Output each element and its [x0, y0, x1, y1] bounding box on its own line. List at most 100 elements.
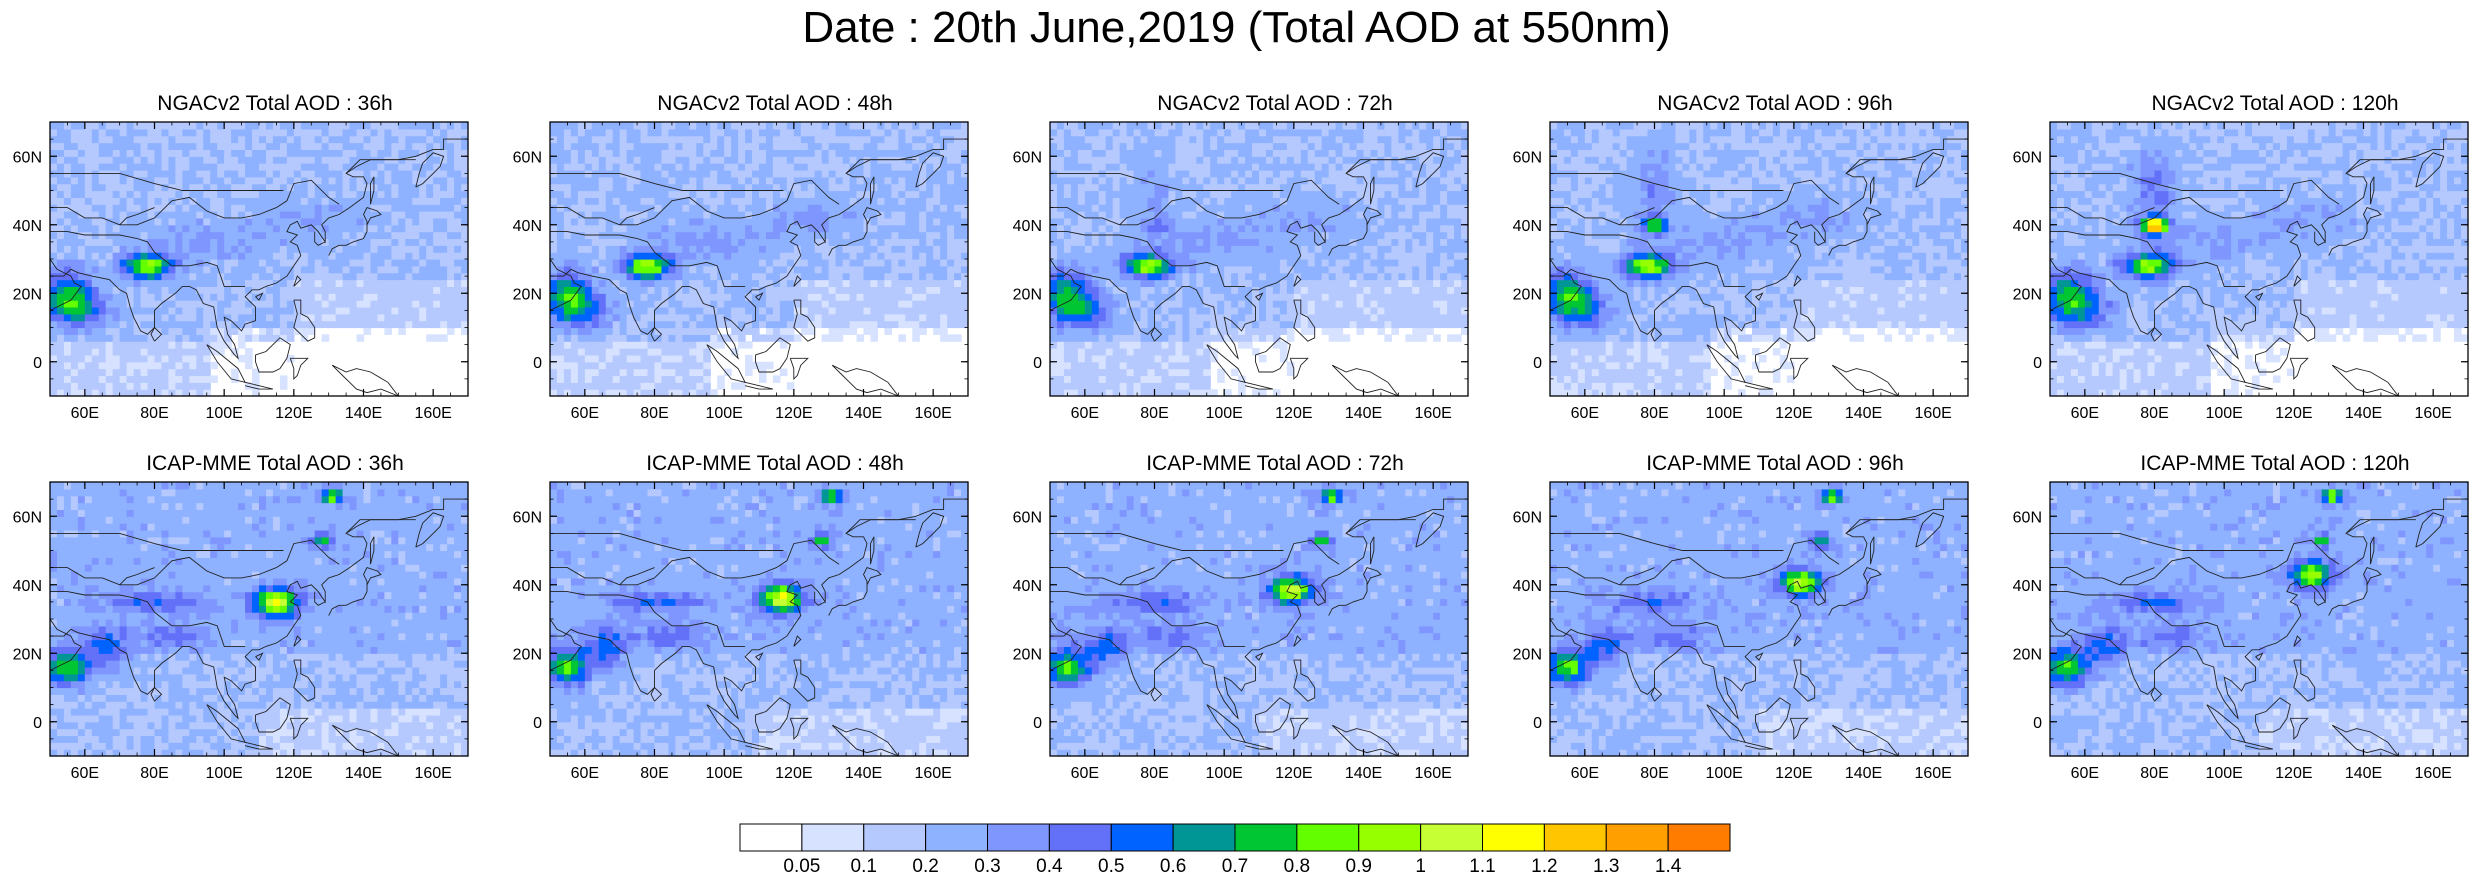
aod-cell: [856, 183, 865, 192]
aod-cell: [293, 183, 302, 192]
aod-cell: [342, 306, 351, 315]
aod-cell: [863, 163, 872, 171]
aod-cell: [175, 341, 183, 349]
aod-cell: [786, 245, 795, 253]
aod-cell: [1063, 176, 1072, 185]
aod-cell: [689, 313, 697, 322]
aod-cell: [821, 135, 830, 144]
aod-cell: [245, 272, 253, 281]
aod-cell: [884, 259, 892, 267]
aod-cell: [210, 224, 218, 233]
aod-cell: [919, 306, 927, 315]
aod-cell: [724, 128, 732, 137]
aod-cell: [461, 176, 469, 185]
aod-cell: [154, 341, 163, 349]
aod-cell: [224, 217, 232, 226]
aod-cell: [293, 142, 302, 150]
aod-cell: [947, 169, 955, 178]
aod-cell: [105, 389, 114, 397]
aod-cell: [912, 176, 920, 185]
coastline: [119, 207, 155, 226]
aod-cell: [759, 320, 767, 329]
aod-cell: [1133, 149, 1142, 157]
aod-cell: [884, 279, 892, 287]
aod-cell: [70, 211, 79, 219]
aod-cell: [147, 306, 156, 315]
aod-cell: [377, 272, 385, 281]
aod-cell: [1112, 142, 1121, 150]
aod-cell: [112, 272, 121, 281]
aod-cell: [440, 190, 448, 198]
aod-cell: [1050, 122, 1058, 130]
aod-cell: [112, 313, 121, 322]
coastline: [706, 344, 746, 383]
aod-cell: [863, 238, 872, 246]
aod-cell: [259, 135, 267, 144]
aod-cell: [738, 142, 746, 150]
aod-cell: [189, 190, 197, 198]
aod-cell: [189, 122, 197, 130]
aod-cell: [779, 368, 788, 377]
aod-cell: [147, 341, 156, 349]
aod-cell: [70, 128, 79, 137]
aod-cell: [821, 320, 830, 329]
aod-cell: [598, 252, 607, 260]
aod-cell: [1084, 183, 1093, 192]
aod-cell: [231, 306, 239, 315]
aod-cell: [217, 122, 225, 130]
aod-cell: [689, 293, 697, 301]
aod-cell: [849, 252, 858, 260]
aod-cell: [245, 176, 253, 185]
aod-cell: [738, 183, 746, 192]
aod-cell: [1133, 272, 1142, 281]
aod-cell: [84, 238, 93, 246]
aod-cell: [1112, 122, 1121, 130]
aod-cell: [182, 354, 190, 363]
aod-cell: [231, 293, 239, 301]
aod-cell: [210, 135, 218, 144]
aod-cell: [682, 341, 690, 349]
aod-cell: [433, 197, 441, 205]
aod-cell: [626, 259, 635, 267]
aod-cell: [286, 156, 295, 164]
aod-cell: [1063, 190, 1072, 198]
aod-cell: [786, 279, 795, 287]
aod-cell: [50, 259, 58, 267]
aod-cell: [147, 211, 156, 219]
aod-cell: [563, 128, 572, 137]
aod-cell: [1084, 163, 1093, 171]
aod-cell: [745, 286, 753, 294]
aod-cell: [619, 135, 628, 144]
aod-cell: [591, 224, 600, 233]
aod-cell: [245, 149, 253, 157]
aod-cell: [863, 197, 872, 205]
aod-cell: [189, 197, 197, 205]
aod-cell: [377, 313, 385, 322]
aod-cell: [550, 375, 558, 383]
aod-cell: [619, 382, 628, 390]
aod-cell: [238, 204, 246, 212]
aod-cell: [377, 279, 385, 287]
aod-cell: [605, 149, 614, 157]
aod-cell: [133, 306, 142, 315]
aod-cell: [717, 163, 725, 171]
aod-cell: [175, 272, 183, 281]
aod-cell: [447, 231, 455, 240]
aod-cell: [377, 224, 385, 233]
aod-cell: [307, 293, 316, 301]
aod-cell: [252, 245, 260, 253]
aod-cell: [182, 183, 190, 192]
aod-cell: [1070, 197, 1079, 205]
aod-cell: [398, 122, 406, 130]
aod-cell: [84, 149, 93, 157]
aod-cell: [126, 163, 135, 171]
aod-cell: [598, 265, 607, 274]
aod-cell: [1056, 348, 1065, 356]
aod-cell: [556, 163, 565, 171]
aod-cell: [1098, 135, 1107, 144]
aod-cell: [412, 204, 420, 212]
aod-cell: [84, 327, 93, 335]
aod-cell: [63, 231, 72, 240]
aod-cell: [954, 156, 962, 164]
aod-cell: [1084, 252, 1093, 260]
